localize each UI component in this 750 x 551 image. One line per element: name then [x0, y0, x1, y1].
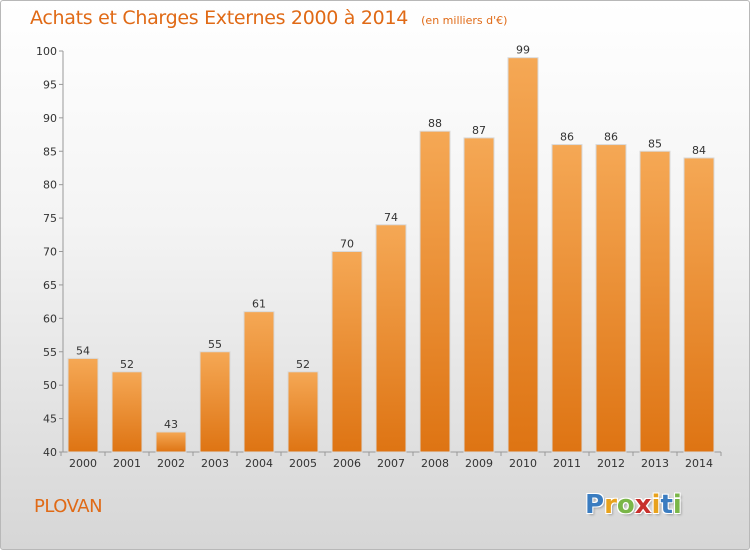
- bar: [507, 57, 539, 453]
- x-tick-label: 2002: [157, 457, 185, 470]
- y-tick-label: 75: [43, 212, 57, 225]
- y-tick-label: 85: [43, 145, 57, 158]
- bar: [375, 224, 407, 453]
- bar: [595, 144, 627, 453]
- value-label: 55: [208, 338, 222, 351]
- y-tick-label: 40: [43, 446, 57, 459]
- value-label: 99: [516, 44, 530, 57]
- x-tick-label: 2012: [597, 457, 625, 470]
- y-tick-label: 60: [43, 312, 57, 325]
- bar: [199, 351, 231, 453]
- title-row: Achats et Charges Externes 2000 à 2014 (…: [30, 7, 507, 29]
- value-label: 85: [648, 137, 662, 150]
- proxiti-logo: Proxiti: [585, 490, 682, 520]
- y-tick-label: 65: [43, 279, 57, 292]
- value-label: 74: [384, 211, 398, 224]
- x-tick-label: 2011: [553, 457, 581, 470]
- bar: [67, 357, 99, 453]
- bar: [551, 144, 583, 453]
- chart-title: Achats et Charges Externes 2000 à 2014: [30, 7, 409, 29]
- y-tick-label: 95: [43, 78, 57, 91]
- y-tick-label: 55: [43, 346, 57, 359]
- x-tick-label: 2007: [377, 457, 405, 470]
- bar: [463, 137, 495, 453]
- logo-letter: i: [651, 490, 661, 520]
- x-tick-label: 2010: [509, 457, 537, 470]
- x-tick-label: 2000: [69, 457, 97, 470]
- x-tick-label: 2004: [245, 457, 273, 470]
- y-tick-label: 50: [43, 379, 57, 392]
- value-label: 86: [560, 131, 574, 144]
- y-tick-label: 90: [43, 112, 57, 125]
- bar: [243, 311, 275, 453]
- y-tick-label: 70: [43, 246, 57, 259]
- commune-name: PLOVAN: [34, 496, 103, 517]
- bar: [287, 371, 319, 453]
- x-tick-label: 2014: [685, 457, 713, 470]
- value-label: 43: [164, 418, 178, 431]
- bar: [639, 150, 671, 453]
- logo-letter: o: [616, 490, 635, 520]
- bar: [683, 157, 715, 453]
- x-tick-label: 2008: [421, 457, 449, 470]
- logo-letter: r: [604, 490, 617, 520]
- value-label: 84: [692, 144, 706, 157]
- bar: [331, 251, 363, 453]
- labels: 54 2000 52 2001 43 2002 55 2003 61 2004 52 2005 70 20…: [69, 44, 713, 470]
- bar: [111, 371, 143, 453]
- x-tick-label: 2009: [465, 457, 493, 470]
- value-label: 88: [428, 117, 442, 130]
- x-tick-label: 2005: [289, 457, 317, 470]
- x-tick-label: 2006: [333, 457, 361, 470]
- value-label: 86: [604, 131, 618, 144]
- value-label: 61: [252, 298, 266, 311]
- bars: [67, 57, 715, 453]
- value-label: 70: [340, 238, 354, 251]
- bar: [419, 130, 451, 453]
- logo-letter: t: [660, 490, 673, 520]
- logo-letter: x: [634, 490, 652, 520]
- value-label: 87: [472, 124, 486, 137]
- y-tick-label: 45: [43, 413, 57, 426]
- value-label: 52: [120, 358, 134, 371]
- logo-letter: P: [585, 490, 605, 520]
- logo-letter: i: [672, 490, 682, 520]
- y-tick-label: 100: [36, 45, 57, 58]
- value-label: 52: [296, 358, 310, 371]
- x-tick-label: 2003: [201, 457, 229, 470]
- bar: [155, 431, 187, 453]
- x-tick-label: 2001: [113, 457, 141, 470]
- x-tick-label: 2013: [641, 457, 669, 470]
- value-label: 54: [76, 344, 90, 357]
- chart-unit: (en milliers d'€): [421, 14, 508, 27]
- y-tick-label: 80: [43, 179, 57, 192]
